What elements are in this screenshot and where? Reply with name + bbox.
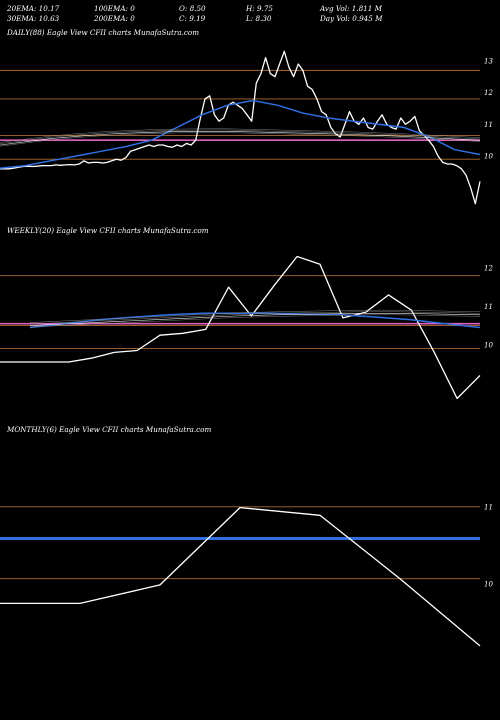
open-label: O: 8.50 [179, 4, 206, 13]
avg-vol-label: Avg Vol: 1.811 M [320, 4, 382, 13]
ema30-label: 30EMA: 10.63 [7, 14, 60, 23]
monthly-panel-title: MONTHLY(6) Eagle View CFII charts Munafa… [7, 425, 212, 434]
ema100-label: 100EMA: 0 [94, 4, 135, 13]
daily-y-tick-2: 11 [484, 121, 493, 129]
daily-ema_blue-line [0, 99, 481, 169]
daily-avg-band-1 [0, 128, 481, 143]
monthly-price-line [0, 506, 481, 647]
weekly-avg_light-line [29, 312, 481, 326]
weekly-price-line [0, 255, 481, 400]
daily-price-line [0, 50, 481, 205]
weekly-avg-band-2 [29, 314, 481, 328]
monthly-y-tick-1: 10 [484, 581, 493, 589]
daily-y-tick-3: 10 [484, 153, 493, 161]
weekly-panel-title: WEEKLY(20) Eagle View CFII charts Munafa… [7, 226, 209, 235]
ema200-label: 200EMA: 0 [94, 14, 135, 23]
ema20-label: 20EMA: 10.17 [7, 4, 60, 13]
daily-avg_light-line [0, 131, 481, 146]
daily-y-tick-1: 12 [484, 89, 493, 97]
monthly-y-tick-0: 11 [484, 503, 493, 511]
daily-panel-title: DAILY(88) Eagle View CFII charts MunafaS… [7, 28, 200, 37]
close-label: C: 9.19 [179, 14, 206, 23]
daily-avg-band-2 [0, 132, 481, 147]
weekly-y-tick-0: 12 [484, 265, 493, 273]
high-label: H: 9.75 [246, 4, 273, 13]
weekly-avg-band-0 [29, 311, 481, 325]
daily-y-tick-0: 13 [484, 57, 493, 65]
weekly-ema_blue-line [29, 312, 481, 329]
low-label: L: 8.30 [246, 14, 272, 23]
weekly-y-tick-2: 10 [484, 341, 493, 349]
weekly-y-tick-1: 11 [484, 303, 493, 311]
daily-avg-band-0 [0, 129, 481, 144]
weekly-avg-band-1 [29, 310, 481, 323]
day-vol-label: Day Vol: 0.945 M [320, 14, 383, 23]
